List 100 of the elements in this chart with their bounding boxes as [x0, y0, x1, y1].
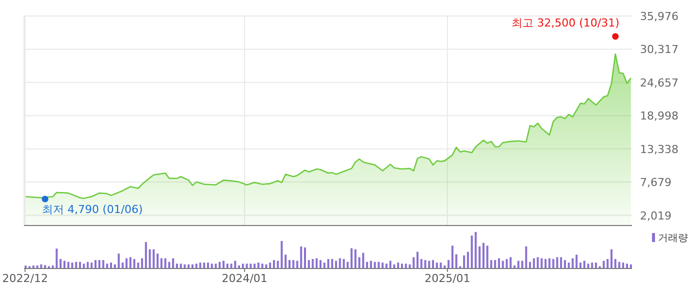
bar	[102, 260, 104, 268]
bar	[529, 262, 532, 268]
bar	[591, 262, 594, 268]
bar	[548, 258, 550, 268]
bar	[118, 254, 120, 268]
bar	[320, 260, 322, 268]
bar	[354, 249, 356, 268]
bar	[284, 254, 287, 268]
bar	[137, 262, 140, 268]
bar	[606, 259, 609, 268]
bar	[261, 264, 264, 268]
bar	[440, 262, 442, 268]
bar	[362, 252, 364, 268]
bar	[626, 264, 628, 268]
bar	[494, 260, 496, 268]
bar	[389, 260, 392, 268]
bar	[133, 259, 136, 268]
bar	[514, 265, 516, 268]
bar	[210, 264, 213, 268]
bar	[199, 262, 202, 268]
bar	[498, 258, 500, 268]
bar	[56, 248, 58, 268]
bar	[323, 262, 326, 268]
bar	[288, 260, 290, 268]
bar	[269, 262, 272, 268]
bar	[106, 264, 108, 268]
bar	[67, 262, 70, 268]
bar	[331, 259, 334, 268]
bar	[110, 262, 112, 268]
bar	[517, 260, 520, 268]
bar	[393, 264, 396, 268]
bar	[191, 264, 194, 268]
y-tick-label: 35,976	[640, 10, 678, 23]
bar	[24, 265, 27, 268]
bar	[265, 264, 268, 268]
bar	[370, 260, 372, 268]
bar	[366, 262, 368, 268]
bar	[436, 262, 438, 268]
bar	[374, 262, 376, 268]
bar	[82, 264, 85, 268]
bar	[71, 262, 74, 268]
bar	[576, 254, 578, 268]
bar	[416, 252, 419, 268]
y-tick-label: 13,338	[640, 142, 678, 156]
bar	[272, 260, 275, 268]
bar	[358, 257, 360, 268]
bar	[444, 265, 446, 268]
bar	[404, 264, 407, 268]
bar	[583, 260, 586, 268]
bar	[614, 259, 616, 268]
bar	[622, 262, 624, 268]
bar	[602, 260, 605, 268]
bar	[594, 262, 597, 268]
bar	[506, 259, 508, 268]
bar	[156, 254, 159, 268]
bar	[152, 249, 155, 268]
bar	[482, 242, 484, 268]
bar	[141, 258, 144, 268]
bar	[466, 252, 469, 268]
bar	[451, 246, 454, 268]
bar	[164, 258, 166, 268]
bar	[455, 254, 458, 268]
bar	[296, 260, 298, 268]
bar	[214, 264, 217, 268]
bar	[510, 257, 512, 268]
bar	[312, 259, 314, 268]
bar	[432, 260, 434, 268]
bar	[184, 264, 186, 268]
bar	[40, 264, 42, 268]
y-tick-label: 2,019	[640, 209, 672, 222]
bar	[304, 247, 306, 268]
bar	[420, 259, 422, 268]
bar	[114, 264, 116, 268]
bar	[502, 260, 504, 268]
bar	[44, 265, 46, 268]
bar	[610, 249, 612, 268]
bar	[75, 262, 78, 268]
bar	[172, 258, 174, 268]
bar	[540, 258, 543, 268]
bar	[254, 264, 256, 268]
x-tick-label: 2022/12	[2, 272, 48, 285]
bar	[568, 262, 570, 268]
y-tick-label: 30,317	[640, 43, 678, 56]
bar	[564, 260, 566, 268]
bar	[180, 264, 182, 268]
x-tick-label: 2025/01	[424, 272, 470, 285]
bar	[544, 259, 547, 268]
y-tick-label: 18,998	[640, 110, 678, 123]
bar	[335, 260, 338, 268]
bar	[428, 260, 430, 268]
bar	[234, 260, 236, 268]
bar	[230, 264, 232, 268]
bar	[238, 265, 240, 268]
annotation: 최고 32,500 (10/31)	[512, 16, 620, 30]
bar	[32, 265, 34, 268]
bar	[342, 259, 345, 268]
bar	[126, 258, 128, 268]
bar	[327, 259, 330, 268]
bar	[222, 260, 225, 268]
bar	[218, 262, 221, 268]
